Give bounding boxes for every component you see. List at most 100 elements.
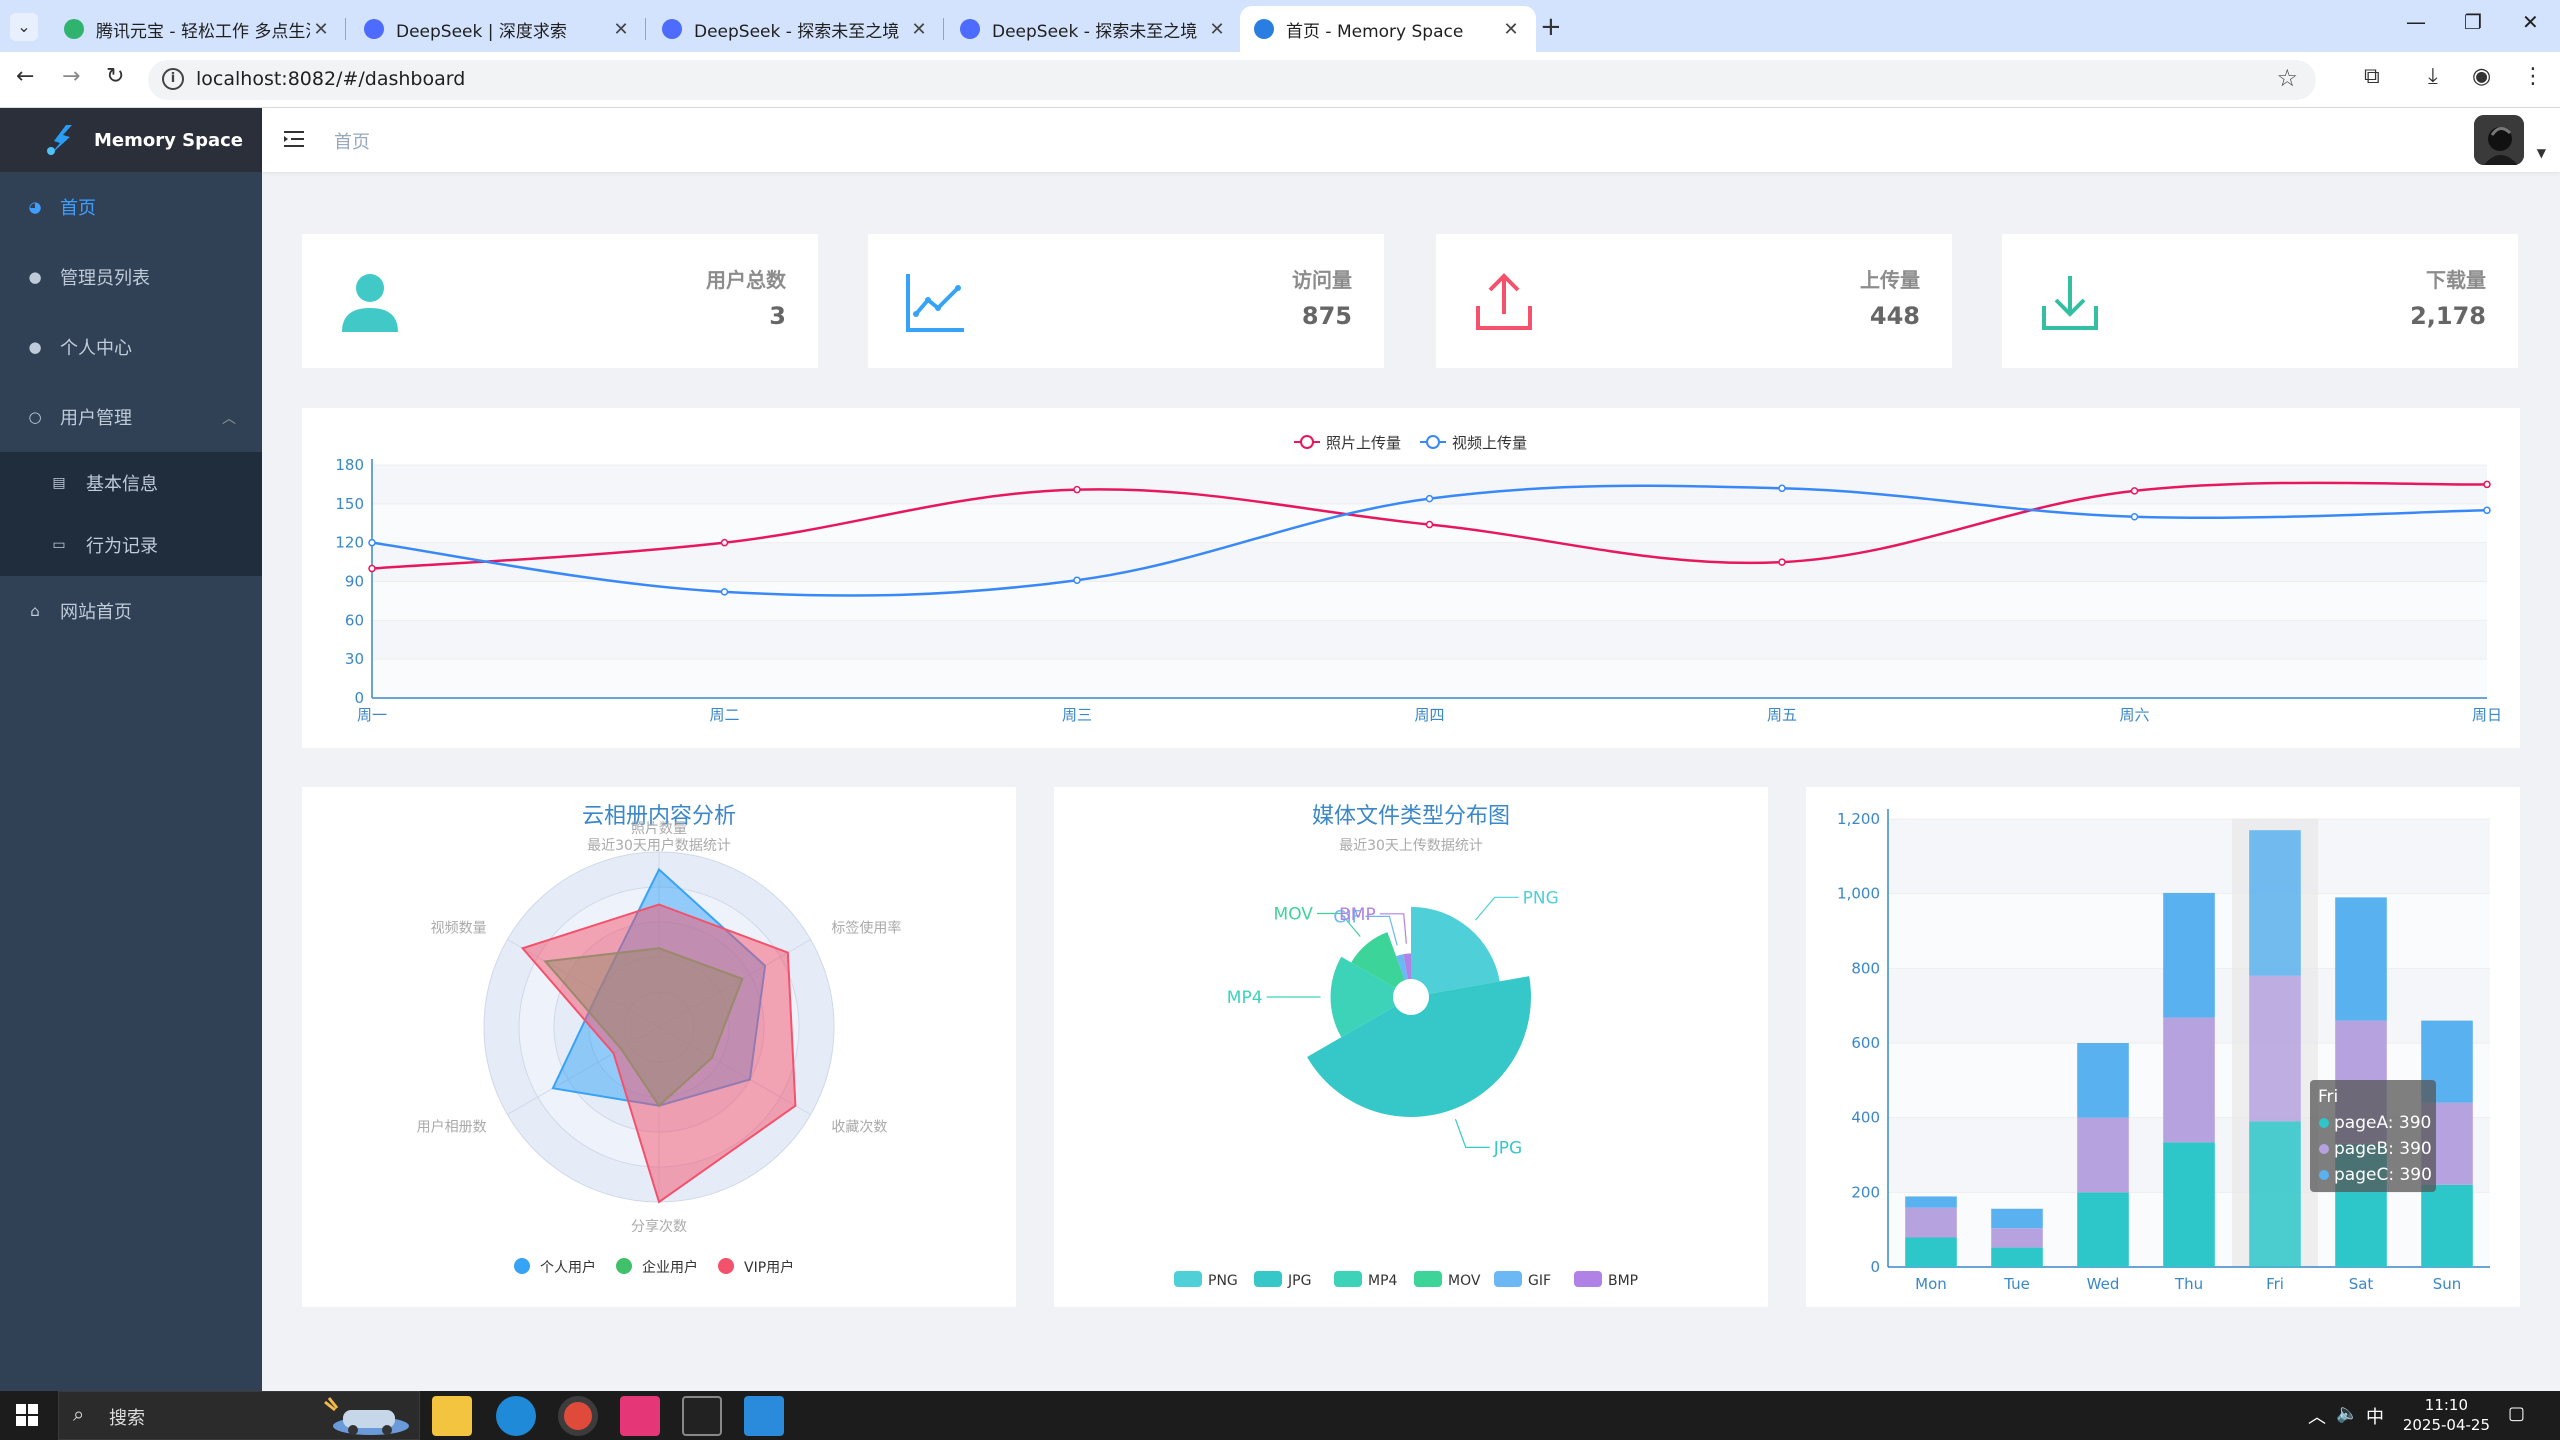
line-chart-panel: 0 30 60 90 120 150 180 周一 周二 周三 周四 周五 周六 周日 照片上传量 视频上传量 [302,408,2520,748]
avatar[interactable] [2474,115,2524,165]
edge-icon[interactable] [496,1396,536,1436]
tab-title: DeepSeek | 深度求索 [396,21,567,42]
caret-down-icon[interactable]: ▼ [2536,146,2546,160]
tooltip-marker [2319,1118,2329,1128]
legend-marker [1300,435,1314,449]
legend-marker [1174,1271,1202,1287]
legend-label: 照片上传量 [1326,434,1401,452]
file-explorer-icon[interactable] [432,1396,472,1436]
stat-card-visits[interactable]: 访问量 875 [868,234,1384,368]
vscode-icon[interactable] [744,1396,784,1436]
chart-subtitle: 最近30天用户数据统计 [587,837,731,854]
peoples-icon [342,274,398,332]
url-field[interactable]: i localhost:8082/#/dashboard ☆ [148,60,2316,100]
jetbrains-icon[interactable] [620,1396,660,1436]
tab-search-button[interactable]: ⌄ [10,13,38,41]
menu-dots-icon[interactable]: ⋮ [2522,64,2544,89]
windows-start-icon[interactable] [16,1404,38,1426]
stat-value: 2,178 [2410,302,2486,330]
x-tick-label: Sun [2433,1275,2462,1293]
x-tick-label: 周日 [2472,706,2502,724]
restore-icon[interactable]: ❐ [2464,10,2482,34]
close-window-icon[interactable]: ✕ [2522,10,2539,34]
x-tick-label: Tue [2003,1275,2030,1293]
x-tick-label: Fri [2266,1275,2284,1293]
sidebar-item-label: 首页 [60,198,96,219]
x-tick-label: 周一 [357,706,387,724]
pie-slice [1396,954,1408,981]
logo[interactable]: Memory Space [0,108,262,172]
slice-label: JPG [1493,1138,1522,1158]
sidebar-item-profile[interactable]: ● 个人中心 [0,312,262,382]
stat-card-uploads[interactable]: 上传量 448 [1436,234,1952,368]
bar-chart[interactable]: 0 200 400 600 800 1,000 1,200 Mon Tue Wed Thu Fri Sa… [1806,787,2520,1307]
legend-label: BMP [1608,1273,1638,1289]
browser-tab[interactable]: DeepSeek - 探索未至之境 ✕ [648,6,944,52]
volume-icon[interactable]: 🔈 [2336,1403,2359,1424]
pie-slice [1307,976,1531,1117]
new-tab-icon[interactable]: + [1540,12,1562,42]
avatar-image-icon [2474,115,2524,165]
back-icon[interactable]: ← [16,64,35,89]
extensions-icon[interactable]: ⧉ [2364,64,2380,89]
tab-favicon-icon [64,19,84,39]
tooltip-marker [2319,1170,2329,1180]
tray-chevron-icon[interactable]: ︿ [2308,1407,2326,1428]
upload-icon [1476,273,1532,330]
sidebar-item-site-home[interactable]: ⌂ 网站首页 [0,576,262,646]
browser-tab[interactable]: DeepSeek | 深度求索 ✕ [350,6,646,52]
taskbar-search[interactable]: ⌕ 搜索 [58,1391,420,1440]
browser-tab[interactable]: DeepSeek - 探索未至之境 ✕ [946,6,1242,52]
trend-icon [906,274,964,332]
y-tick-label: 0 [1870,1258,1880,1276]
tab-close-icon[interactable]: ✕ [613,18,629,40]
browser-tab[interactable]: 腾讯元宝 - 轻松工作 多点生活 ✕ [50,6,346,52]
stat-card-downloads[interactable]: 下载量 2,178 [2002,234,2518,368]
legend-label: VIP用户 [744,1259,794,1276]
site-info-icon[interactable]: i [162,68,184,90]
clock[interactable]: 11:10 2025-04-25 [2403,1395,2490,1435]
y-tick-label: 400 [1851,1109,1880,1127]
minimize-icon[interactable]: — [2406,10,2426,34]
sidebar-item-user-management[interactable]: ○ 用户管理 ︿ [0,382,262,452]
line-chart[interactable]: 0 30 60 90 120 150 180 周一 周二 周三 周四 周五 周六 周日 照片上传量 视频上传量 [302,408,2520,748]
radar-indicator-label: 分享次数 [631,1218,687,1235]
address-bar: ← → ↻ i localhost:8082/#/dashboard ☆ ⧉ ⤓… [0,52,2560,108]
pie-slice [1411,906,1500,994]
radar-indicator-label: 用户相册数 [417,1119,487,1136]
tab-close-icon[interactable]: ✕ [1209,18,1225,40]
tab-favicon-icon [1254,19,1274,39]
download-icon[interactable]: ⤓ [2428,64,2438,89]
stat-card-users[interactable]: 用户总数 3 [302,234,818,368]
url-text[interactable]: localhost:8082/#/dashboard [196,68,466,90]
terminal-icon[interactable] [682,1396,722,1436]
ime-indicator[interactable]: 中 [2366,1407,2384,1428]
hamburger-icon[interactable] [284,128,306,150]
profile-icon[interactable]: ◉ [2472,64,2492,89]
tab-close-icon[interactable]: ✕ [911,18,927,40]
bar-segment [2335,897,2387,1021]
bookmark-star-icon[interactable]: ☆ [2276,64,2298,92]
sidebar-item-dashboard[interactable]: ◕ 首页 [0,172,262,242]
data-point [368,564,376,573]
data-point [1778,558,1786,566]
tab-close-icon[interactable]: ✕ [313,18,329,40]
sidebar-item-admin-list[interactable]: ● 管理员列表 [0,242,262,312]
radar-indicator-label: 收藏次数 [831,1120,887,1136]
tab-close-icon[interactable]: ✕ [1503,18,1519,40]
taskbar-search-label: 搜索 [109,1408,145,1429]
browser-tab-active[interactable]: 首页 - Memory Space ✕ [1240,6,1536,52]
forward-icon[interactable]: → [62,64,81,89]
split-area [372,659,2487,698]
reload-icon[interactable]: ↻ [106,64,125,89]
bar-segment [2249,975,2301,1122]
notification-icon[interactable]: ▢ [2508,1403,2526,1424]
chrome-icon[interactable] [558,1396,598,1436]
sidebar-subitem-basic-info[interactable]: ▤ 基本信息 [0,452,262,514]
breadcrumb[interactable]: 首页 [334,132,370,153]
sidebar-subitem-behavior-log[interactable]: ▭ 行为记录 [0,514,262,576]
legend-marker [1414,1271,1442,1287]
table-icon: ▤ [52,475,66,491]
